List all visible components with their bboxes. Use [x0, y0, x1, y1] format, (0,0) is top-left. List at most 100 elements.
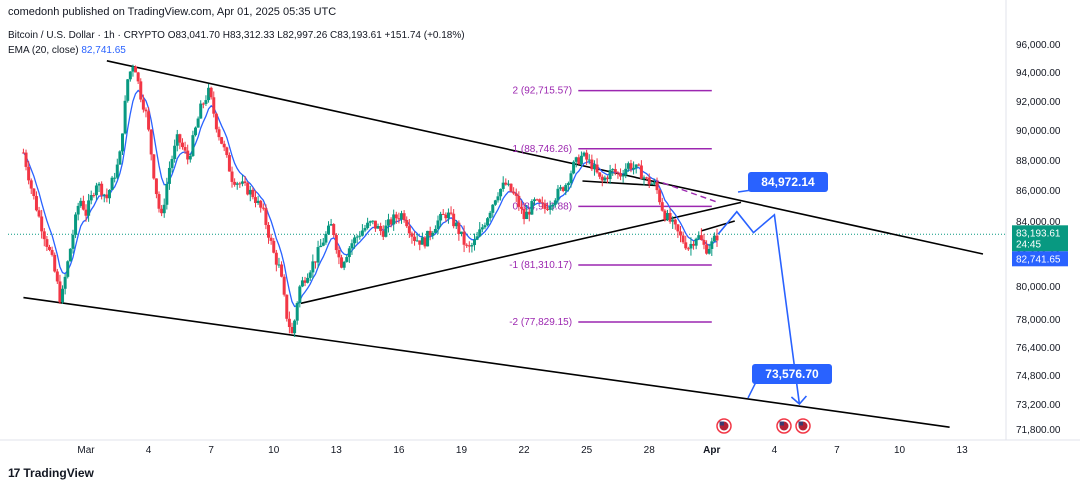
time-tick-label: 13	[331, 445, 343, 456]
us-event-icon[interactable]	[795, 418, 811, 434]
candle-body	[386, 219, 390, 226]
candle-body	[183, 147, 187, 151]
published-text: comedonh published on TradingView.com, A…	[8, 6, 337, 18]
candle-body	[300, 280, 304, 287]
candle-body	[538, 199, 542, 203]
publisher-line: comedonh published on TradingView.com, A…	[8, 6, 336, 18]
candle-body	[222, 143, 226, 148]
candle-body	[71, 234, 75, 249]
candle-body	[413, 236, 417, 241]
tradingview-label: TradingView	[23, 466, 94, 480]
candle-body	[611, 169, 615, 171]
time-tick-label: 25	[581, 445, 593, 456]
candle-body	[645, 177, 649, 179]
candle-body	[217, 129, 221, 138]
candle-body	[102, 194, 106, 196]
candle-body	[598, 172, 602, 177]
candle-body	[326, 225, 330, 234]
candle-body	[290, 327, 294, 334]
us-event-icon[interactable]	[776, 418, 792, 434]
candle-body	[514, 193, 518, 196]
candle-body	[548, 206, 552, 210]
candle-body	[79, 200, 83, 206]
ema-row[interactable]: EMA (20, close) 82,741.65	[8, 43, 465, 58]
candle-body	[58, 281, 62, 303]
us-event-icon[interactable]	[716, 418, 732, 434]
candle-body	[201, 103, 205, 105]
candle-body	[118, 151, 122, 165]
candle-body	[139, 81, 143, 100]
candle-body	[376, 225, 380, 229]
candle-body	[160, 208, 164, 214]
flag-canton	[798, 421, 803, 426]
candle-body	[220, 137, 224, 144]
candle-body	[637, 164, 641, 166]
candle-body	[519, 206, 523, 209]
candle-body	[253, 197, 257, 203]
candle-body	[512, 191, 516, 194]
candle-body	[280, 264, 284, 277]
rising-support-line	[300, 201, 742, 305]
candle-body	[679, 231, 683, 236]
candle-body	[92, 195, 96, 197]
candle-body	[569, 173, 573, 184]
candle-body	[191, 135, 195, 156]
economic-events[interactable]	[716, 418, 811, 434]
candle-body	[551, 204, 555, 207]
candle-body	[475, 236, 479, 240]
candle-body	[465, 244, 469, 246]
candle-body	[34, 196, 38, 211]
candle-body	[592, 164, 596, 170]
candle-body	[616, 172, 620, 174]
candle-body	[134, 66, 138, 73]
candle-body	[525, 211, 529, 220]
tradingview-brand[interactable]: 17 TradingView	[8, 466, 94, 480]
current-price-tag	[1012, 225, 1068, 252]
candle-body	[501, 182, 505, 189]
candle-body	[710, 241, 714, 249]
candle-body	[350, 243, 354, 249]
candle-body	[63, 276, 67, 289]
time-axis[interactable]: Mar 4 7 10 13 16 19 22 25 28 Apr 4 7 10 13	[77, 445, 968, 456]
chart-legend: Bitcoin / U.S. Dollar · 1h · CRYPTO O83,…	[8, 28, 465, 58]
candle-body	[579, 155, 583, 164]
candle-body	[311, 261, 315, 273]
candle-body	[214, 113, 218, 130]
candle-body	[308, 272, 312, 278]
candle-body	[595, 164, 599, 173]
candle-body	[384, 225, 388, 237]
candle-body	[277, 264, 281, 266]
candle-body	[121, 133, 125, 152]
candle-body	[389, 219, 393, 225]
candle-body	[488, 212, 492, 219]
candle-body	[441, 213, 445, 215]
candle-body	[188, 155, 192, 160]
candle-body	[655, 182, 659, 191]
candle-body	[407, 226, 411, 234]
candle-body	[532, 199, 536, 202]
candle-body	[712, 235, 716, 242]
candle-body	[671, 219, 675, 222]
candle-body	[128, 71, 132, 80]
candle-body	[332, 224, 336, 235]
price-tick-label: 94,000.00	[1016, 68, 1061, 79]
candle-body	[423, 237, 427, 247]
time-tick-label: Mar	[77, 445, 95, 456]
retest-line	[701, 220, 735, 232]
candle-body	[360, 230, 364, 236]
candle-body	[272, 240, 276, 253]
candle-body	[154, 178, 158, 195]
candle-body	[147, 111, 151, 130]
candle-body	[590, 159, 594, 170]
candle-body	[175, 134, 179, 146]
fib-level-label: 1 (88,746.26)	[513, 144, 573, 155]
symbol-row[interactable]: Bitcoin / U.S. Dollar · 1h · CRYPTO O83,…	[8, 28, 465, 43]
candle-body	[540, 202, 544, 204]
candle-body	[251, 189, 255, 198]
candle-body	[556, 188, 560, 201]
candle-body	[81, 200, 85, 210]
candle-body	[553, 200, 557, 205]
candle-body	[319, 245, 323, 248]
